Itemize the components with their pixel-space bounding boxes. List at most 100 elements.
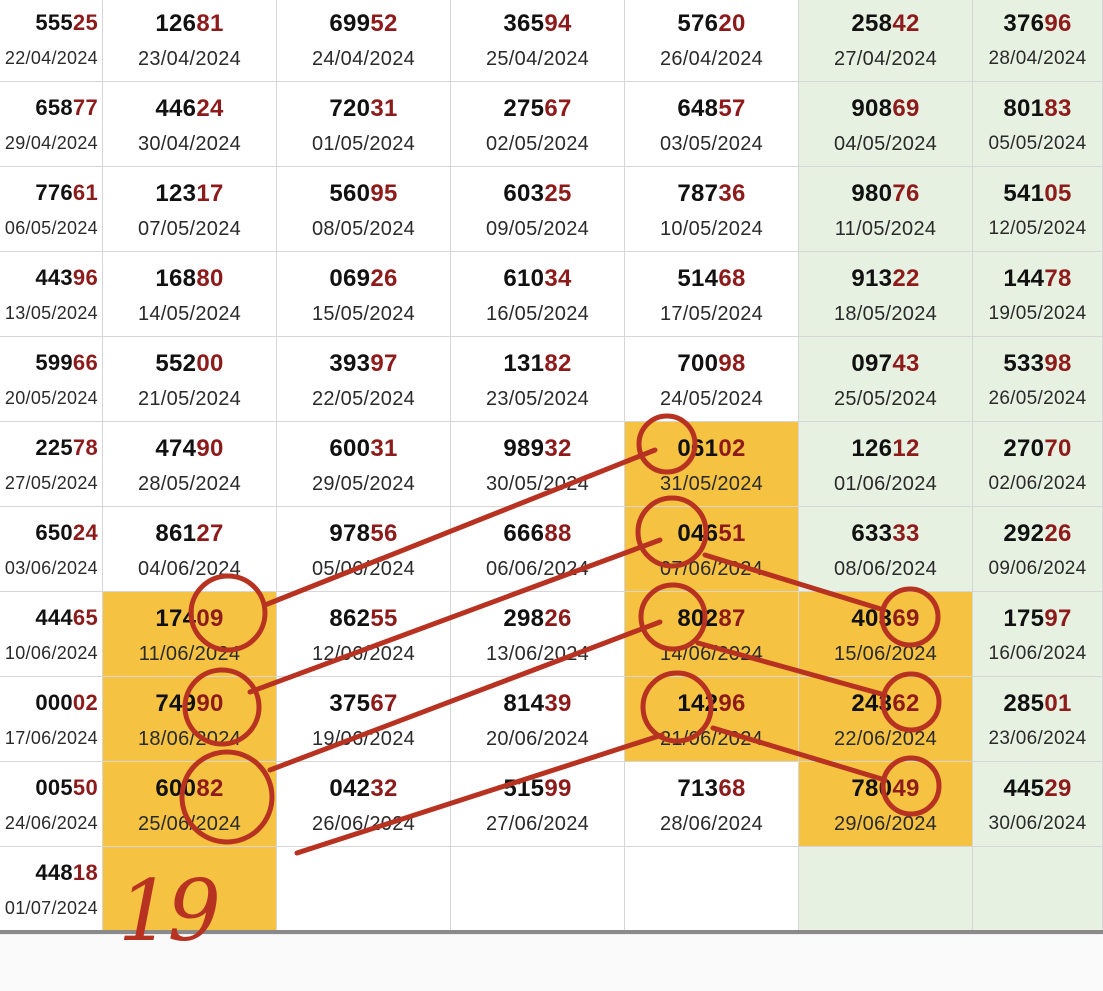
result-number: 09743 [799, 350, 972, 378]
number-tail: 25 [72, 10, 98, 35]
result-number: 39397 [277, 350, 450, 378]
result-date: 10/05/2024 [659, 218, 764, 240]
result-date: 18/05/2024 [833, 303, 938, 325]
number-head: 648 [677, 95, 719, 122]
result-date: 09/05/2024 [485, 218, 590, 240]
number-head: 365 [503, 10, 545, 37]
number-head: 913 [851, 265, 893, 292]
number-head: 000 [35, 690, 73, 715]
result-cell: 36594 25/04/2024 [451, 0, 625, 82]
result-date: 03/06/2024 [4, 558, 98, 578]
number-tail: 31 [370, 95, 398, 122]
result-date: 06/05/2024 [4, 218, 98, 238]
result-date: 28/05/2024 [137, 473, 242, 495]
number-head: 699 [329, 10, 371, 37]
number-head: 243 [851, 690, 893, 717]
result-date: 26/04/2024 [659, 48, 764, 70]
number-tail: 26 [1044, 520, 1072, 547]
result-cell: 54105 12/05/2024 [973, 167, 1103, 252]
number-tail: 98 [718, 350, 746, 377]
result-cell [277, 847, 451, 932]
number-head: 258 [851, 10, 893, 37]
number-head: 600 [155, 775, 197, 802]
result-date: 24/04/2024 [311, 48, 416, 70]
result-number: 27567 [451, 95, 624, 123]
number-tail: 67 [370, 690, 398, 717]
number-tail: 29 [1044, 775, 1072, 802]
result-number: 37567 [277, 690, 450, 718]
number-tail: 69 [892, 605, 920, 632]
result-number: 80183 [973, 95, 1102, 123]
result-number: 54105 [973, 180, 1102, 208]
number-tail: 31 [370, 435, 398, 462]
result-cell: 66688 06/06/2024 [451, 507, 625, 592]
number-head: 292 [1003, 520, 1045, 547]
result-number: 13182 [451, 350, 624, 378]
result-number: 24362 [799, 690, 972, 718]
result-date: 01/06/2024 [833, 473, 938, 495]
number-head: 749 [155, 690, 197, 717]
result-date: 12/06/2024 [311, 643, 416, 665]
number-head: 005 [35, 775, 73, 800]
result-number: 98076 [799, 180, 972, 208]
result-date: 29/05/2024 [311, 473, 416, 495]
result-date: 23/06/2024 [988, 728, 1087, 749]
number-head: 142 [677, 690, 719, 717]
result-cell: 55200 21/05/2024 [103, 337, 277, 422]
result-cell: 04651 07/06/2024 [625, 507, 799, 592]
result-number: 78049 [799, 775, 972, 803]
result-date: 15/05/2024 [311, 303, 416, 325]
number-tail: 20 [718, 10, 746, 37]
result-cell: 44624 30/04/2024 [103, 82, 277, 167]
result-cell: 44465 10/06/2024 [0, 592, 103, 677]
result-number: 17597 [973, 605, 1102, 633]
result-cell [103, 847, 277, 932]
result-cell: 90869 04/05/2024 [799, 82, 973, 167]
number-tail: 87 [718, 605, 746, 632]
result-cell: 51468 17/05/2024 [625, 252, 799, 337]
number-tail: 52 [370, 10, 398, 37]
number-tail: 68 [718, 265, 746, 292]
number-tail: 96 [1044, 10, 1072, 37]
number-tail: 88 [544, 520, 572, 547]
number-tail: 32 [370, 775, 398, 802]
number-head: 515 [503, 775, 545, 802]
result-cell: 16880 14/05/2024 [103, 252, 277, 337]
number-head: 175 [1003, 605, 1045, 632]
result-cell: 44818 01/07/2024 [0, 847, 103, 932]
result-date: 30/04/2024 [137, 133, 242, 155]
result-date: 17/06/2024 [4, 728, 98, 748]
result-number: 17409 [103, 605, 276, 633]
number-tail: 57 [718, 95, 746, 122]
result-date: 03/05/2024 [659, 133, 764, 155]
result-number: 14296 [625, 690, 798, 718]
number-tail: 49 [892, 775, 920, 802]
result-cell: 00002 17/06/2024 [0, 677, 103, 762]
number-head: 275 [503, 95, 545, 122]
result-date: 08/06/2024 [833, 558, 938, 580]
result-number: 22578 [35, 435, 98, 461]
number-tail: 77 [72, 95, 98, 120]
number-head: 376 [1003, 10, 1045, 37]
result-date: 24/05/2024 [659, 388, 764, 410]
result-number: 12612 [799, 435, 972, 463]
result-date: 18/06/2024 [137, 728, 242, 750]
number-head: 610 [503, 265, 545, 292]
result-number: 91322 [799, 265, 972, 293]
number-tail: 70 [1044, 435, 1072, 462]
number-head: 700 [677, 350, 719, 377]
result-cell: 39397 22/05/2024 [277, 337, 451, 422]
number-head: 541 [1003, 180, 1045, 207]
result-number: 71368 [625, 775, 798, 803]
number-tail: 81 [196, 10, 224, 37]
number-head: 123 [155, 180, 197, 207]
number-head: 443 [35, 265, 73, 290]
number-head: 474 [155, 435, 197, 462]
result-cell: 06102 31/05/2024 [625, 422, 799, 507]
result-number: 63333 [799, 520, 972, 548]
number-tail: 66 [72, 350, 98, 375]
result-cell: 77661 06/05/2024 [0, 167, 103, 252]
number-head: 989 [503, 435, 545, 462]
result-number: 37696 [973, 10, 1102, 38]
result-cell: 63333 08/06/2024 [799, 507, 973, 592]
